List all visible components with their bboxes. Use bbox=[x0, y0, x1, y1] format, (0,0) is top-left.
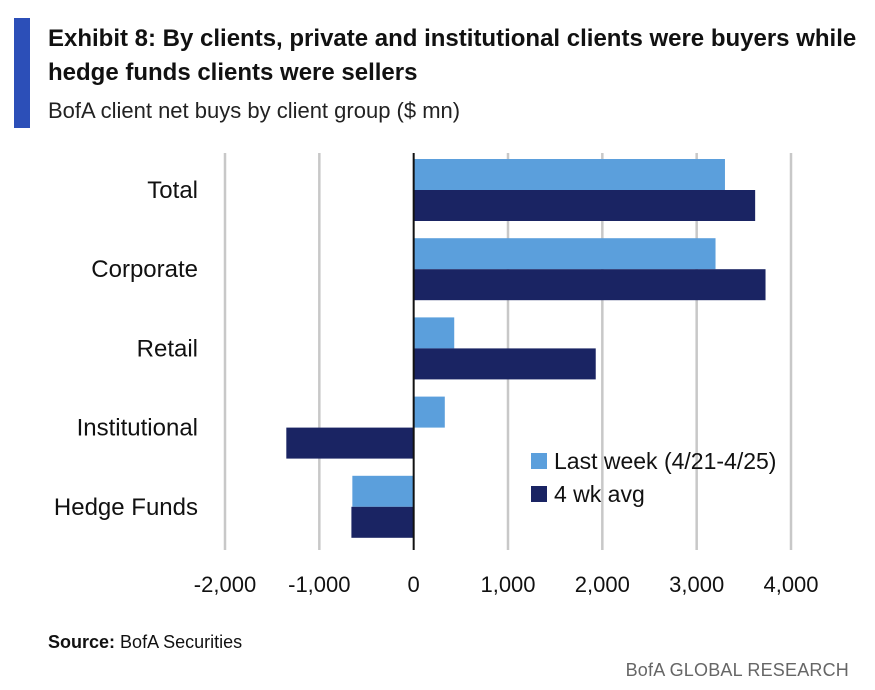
category-labels: Total Corporate Retail Institutional Hedge F… bbox=[54, 177, 198, 521]
bar-retail-series-1 bbox=[413, 317, 455, 349]
brand-footer: BofA GLOBAL RESEARCH bbox=[625, 660, 849, 680]
x-tick-label: -1,000 bbox=[288, 572, 350, 597]
x-tick-label: 1,000 bbox=[480, 572, 535, 597]
x-tick-labels: -2,000 -1,000 0 1,000 2,000 3,000 4,000 bbox=[194, 572, 819, 597]
source-label: Source: bbox=[48, 632, 116, 652]
category-label: Total bbox=[147, 177, 198, 204]
bar-hedge-funds-series-2 bbox=[351, 506, 414, 538]
x-tick-label: 2,000 bbox=[575, 572, 630, 597]
legend-swatch-2 bbox=[531, 486, 547, 502]
legend-label-1: Last week (4/21-4/25) bbox=[554, 448, 776, 474]
legend-swatch-1 bbox=[531, 453, 547, 469]
category-label: Institutional bbox=[77, 415, 198, 442]
bar-institutional-series-2 bbox=[286, 427, 414, 459]
legend: Last week (4/21-4/25) 4 wk avg bbox=[531, 448, 776, 507]
bar-corporate-series-1 bbox=[413, 238, 716, 270]
bar-hedge-funds-series-1 bbox=[352, 475, 414, 507]
x-tick-label: 3,000 bbox=[669, 572, 724, 597]
category-label: Hedge Funds bbox=[54, 494, 198, 521]
bar-institutional-series-1 bbox=[413, 396, 445, 428]
category-label: Retail bbox=[137, 335, 198, 362]
bar-total-series-1 bbox=[413, 159, 725, 190]
source-text: BofA Securities bbox=[120, 632, 243, 652]
bar-chart: Total Corporate Retail Institutional Hedge F… bbox=[54, 153, 819, 597]
x-tick-label: 0 bbox=[408, 572, 420, 597]
chart-subtitle: BofA client net buys by client group ($ … bbox=[48, 98, 461, 123]
source-note: Source: BofA Securities bbox=[48, 632, 242, 653]
bar-corporate-series-2 bbox=[413, 269, 766, 301]
bar-retail-series-2 bbox=[413, 348, 596, 380]
legend-label-2: 4 wk avg bbox=[554, 481, 645, 507]
category-label: Corporate bbox=[91, 256, 198, 283]
x-tick-label: -2,000 bbox=[194, 572, 256, 597]
chart-title: Exhibit 8: By clients, private and insti… bbox=[48, 25, 857, 86]
accent-bar bbox=[14, 18, 30, 128]
x-tick-label: 4,000 bbox=[763, 572, 818, 597]
bar-total-series-2 bbox=[413, 190, 756, 221]
bars bbox=[286, 159, 766, 538]
